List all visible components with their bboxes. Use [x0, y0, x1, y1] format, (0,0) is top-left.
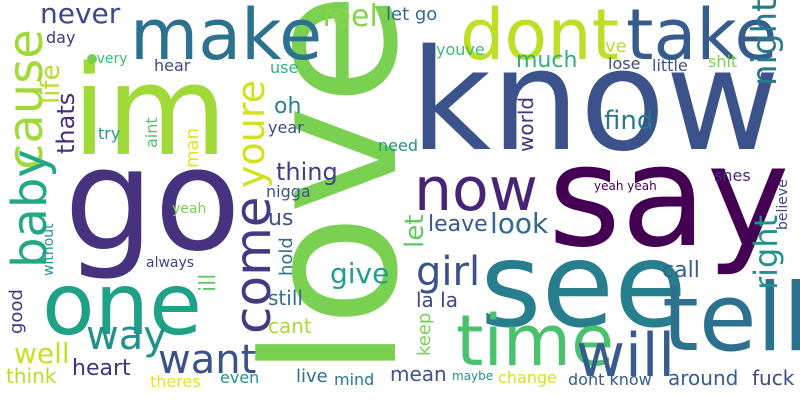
word-way: way [86, 313, 167, 359]
word-ill: ill [196, 273, 221, 292]
word-time: time [456, 300, 615, 382]
word-much: much [516, 48, 578, 73]
word-shit: shit [708, 52, 738, 71]
word-still: still [268, 286, 303, 310]
word-mean: mean [390, 362, 447, 386]
word-im: im [72, 40, 228, 184]
word-cant: cant [268, 314, 312, 338]
word-will: will [576, 321, 676, 391]
word-world: world [514, 96, 538, 152]
word-keep: keep [414, 312, 435, 356]
word-try: try [98, 124, 121, 143]
word-well: well [14, 337, 70, 370]
word-give: give [330, 257, 390, 290]
word-want: want [158, 337, 257, 383]
word-without: without [41, 223, 57, 276]
word-hold: hold [276, 237, 297, 276]
word-night: night [745, 0, 785, 86]
word-one: one [42, 255, 203, 355]
word-dont: dont [460, 0, 620, 76]
word-theres: theres [150, 372, 201, 391]
word-man: man [182, 128, 203, 168]
word-thing: thing [276, 158, 338, 186]
word-use: use [270, 58, 299, 77]
word-us: us [268, 206, 294, 231]
word-youre: youre [229, 80, 273, 188]
word-dont-know: dont know [568, 370, 652, 389]
word-feel: feel [322, 0, 378, 34]
word-even: even [220, 368, 260, 387]
word-little: little [652, 56, 688, 75]
word-let-go: let go [386, 4, 438, 25]
word-good: good [6, 289, 27, 334]
word-lose: lose [608, 54, 641, 73]
word-oh: oh [274, 94, 302, 119]
word-la-la: la la [416, 288, 458, 312]
word-girl: girl [416, 249, 481, 295]
word-call: call [662, 258, 700, 283]
word-year: year [268, 118, 304, 137]
word-nigga: nigga [266, 182, 311, 201]
word-maybe: maybe [452, 369, 494, 383]
word-go: go [64, 118, 242, 283]
word-see: see [480, 216, 687, 354]
word-fuck: fuck [752, 366, 795, 390]
word-around: around [668, 366, 739, 390]
word-youve: youve [436, 40, 485, 59]
word-yeah: yeah [172, 201, 207, 217]
word-believe: believe [775, 179, 791, 230]
word-make: make [130, 0, 323, 76]
word-ive: ive [600, 36, 627, 57]
word-yeah-yeah: yeah yeah [594, 179, 657, 193]
word-mind: mind [334, 370, 375, 389]
word-heart: heart [72, 356, 131, 381]
word-look: look [490, 207, 549, 240]
word-thats: thats [52, 92, 80, 154]
word-find: find [604, 106, 654, 136]
word-take: take [626, 0, 778, 76]
word-hear: hear [154, 56, 191, 75]
word-say: say [548, 116, 790, 279]
word-know: know [410, 20, 780, 183]
word-leave: leave [428, 212, 488, 237]
word-change: change [498, 368, 557, 387]
word-let: let [400, 214, 430, 248]
word-need: need [378, 136, 418, 155]
word-every: every [88, 51, 128, 67]
word-always: always [146, 255, 195, 271]
word-never: never [40, 0, 121, 30]
dot-mark [87, 54, 97, 64]
word-shes: shes [714, 166, 751, 185]
word-day: day [46, 28, 76, 47]
word-tell: tell [662, 264, 800, 373]
word-live: live [296, 366, 328, 387]
word-now: now [414, 155, 538, 225]
word-think: think [6, 364, 57, 388]
word-aint: aint [142, 117, 161, 148]
